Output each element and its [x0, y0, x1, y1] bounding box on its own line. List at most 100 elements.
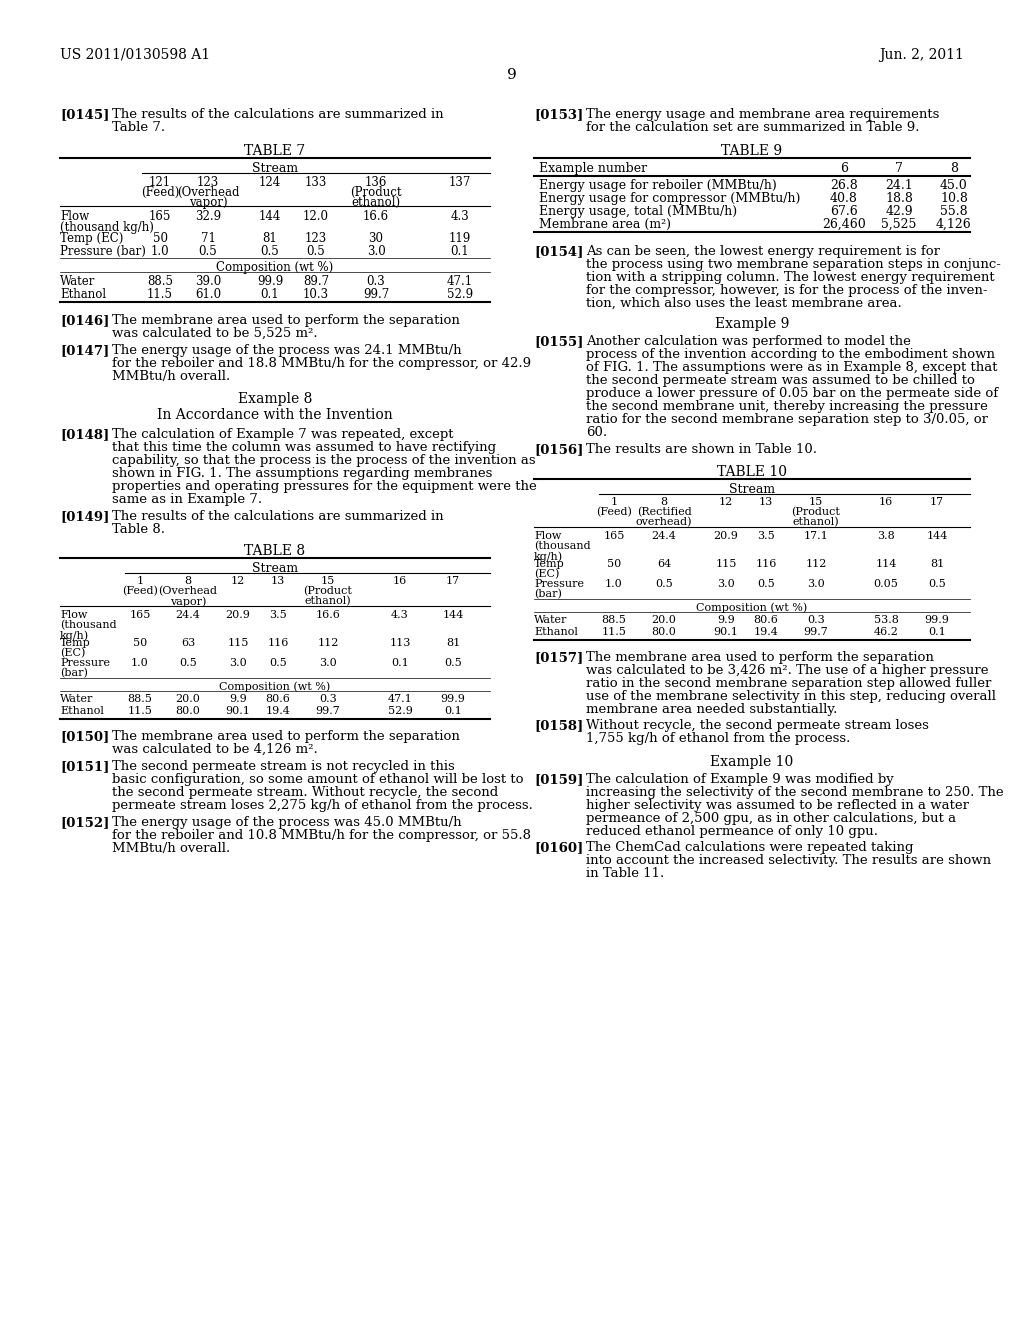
- Text: 12: 12: [230, 576, 245, 586]
- Text: 20.0: 20.0: [175, 694, 201, 704]
- Text: 30: 30: [369, 232, 384, 246]
- Text: process of the invention according to the embodiment shown: process of the invention according to th…: [586, 348, 995, 360]
- Text: [0148]: [0148]: [60, 428, 110, 441]
- Text: (bar): (bar): [60, 668, 88, 678]
- Text: 0.1: 0.1: [451, 246, 469, 257]
- Text: 0.3: 0.3: [367, 275, 385, 288]
- Text: Stream: Stream: [729, 483, 775, 496]
- Text: 165: 165: [603, 531, 625, 541]
- Text: vapor): vapor): [170, 597, 206, 607]
- Text: produce a lower pressure of 0.05 bar on the permeate side of: produce a lower pressure of 0.05 bar on …: [586, 387, 998, 400]
- Text: for the reboiler and 18.8 MMBtu/h for the compressor, or 42.9: for the reboiler and 18.8 MMBtu/h for th…: [112, 356, 531, 370]
- Text: 50: 50: [607, 558, 622, 569]
- Text: 0.5: 0.5: [444, 657, 462, 668]
- Text: 0.5: 0.5: [269, 657, 287, 668]
- Text: 123: 123: [197, 176, 219, 189]
- Text: 81: 81: [930, 558, 944, 569]
- Text: 46.2: 46.2: [873, 627, 898, 638]
- Text: (Overhead: (Overhead: [159, 586, 217, 597]
- Text: 50: 50: [133, 638, 147, 648]
- Text: 90.1: 90.1: [225, 706, 251, 715]
- Text: 0.1: 0.1: [928, 627, 946, 638]
- Text: the second permeate stream was assumed to be chilled to: the second permeate stream was assumed t…: [586, 374, 975, 387]
- Text: 17: 17: [930, 498, 944, 507]
- Text: 121: 121: [148, 176, 171, 189]
- Text: Energy usage for compressor (MMBtu/h): Energy usage for compressor (MMBtu/h): [539, 191, 801, 205]
- Text: Another calculation was performed to model the: Another calculation was performed to mod…: [586, 335, 911, 348]
- Text: 26,460: 26,460: [822, 218, 866, 231]
- Text: 52.9: 52.9: [446, 288, 473, 301]
- Text: (Overhead: (Overhead: [177, 186, 240, 199]
- Text: 67.6: 67.6: [830, 205, 858, 218]
- Text: Ethanol: Ethanol: [534, 627, 578, 638]
- Text: 115: 115: [227, 638, 249, 648]
- Text: Example 9: Example 9: [715, 317, 790, 331]
- Text: use of the membrane selectivity in this step, reducing overall: use of the membrane selectivity in this …: [586, 690, 996, 704]
- Text: Composition (wt %): Composition (wt %): [219, 681, 331, 692]
- Text: Water: Water: [534, 615, 567, 624]
- Text: vapor): vapor): [188, 195, 227, 209]
- Text: 12.0: 12.0: [303, 210, 329, 223]
- Text: 4.3: 4.3: [451, 210, 469, 223]
- Text: 0.5: 0.5: [199, 246, 217, 257]
- Text: Ethanol: Ethanol: [60, 288, 106, 301]
- Text: 3.0: 3.0: [807, 579, 825, 589]
- Text: Water: Water: [60, 694, 93, 704]
- Text: 0.5: 0.5: [261, 246, 280, 257]
- Text: 63: 63: [181, 638, 196, 648]
- Text: 39.0: 39.0: [195, 275, 221, 288]
- Text: Pressure (bar): Pressure (bar): [60, 246, 145, 257]
- Text: 45.0: 45.0: [940, 180, 968, 191]
- Text: 88.5: 88.5: [128, 694, 153, 704]
- Text: (thousand kg/h): (thousand kg/h): [60, 220, 154, 234]
- Text: the process using two membrane separation steps in conjunc-: the process using two membrane separatio…: [586, 257, 1000, 271]
- Text: [0160]: [0160]: [534, 841, 584, 854]
- Text: Flow: Flow: [60, 210, 89, 223]
- Text: 13: 13: [759, 498, 773, 507]
- Text: 3.5: 3.5: [269, 610, 287, 620]
- Text: 90.1: 90.1: [714, 627, 738, 638]
- Text: Stream: Stream: [252, 162, 298, 176]
- Text: (Product: (Product: [303, 586, 352, 597]
- Text: Stream: Stream: [252, 562, 298, 576]
- Text: (thousand: (thousand: [534, 541, 591, 552]
- Text: 6: 6: [840, 162, 848, 176]
- Text: 0.3: 0.3: [807, 615, 825, 624]
- Text: Temp: Temp: [534, 558, 565, 569]
- Text: (EC): (EC): [534, 569, 559, 579]
- Text: 144: 144: [259, 210, 282, 223]
- Text: permeance of 2,500 gpu, as in other calculations, but a: permeance of 2,500 gpu, as in other calc…: [586, 812, 956, 825]
- Text: 88.5: 88.5: [601, 615, 627, 624]
- Text: 88.5: 88.5: [147, 275, 173, 288]
- Text: In Accordance with the Invention: In Accordance with the Invention: [157, 408, 393, 422]
- Text: 5,525: 5,525: [882, 218, 916, 231]
- Text: 4.3: 4.3: [391, 610, 409, 620]
- Text: 11.5: 11.5: [601, 627, 627, 638]
- Text: [0157]: [0157]: [534, 651, 584, 664]
- Text: 40.8: 40.8: [830, 191, 858, 205]
- Text: MMBtu/h overall.: MMBtu/h overall.: [112, 370, 230, 383]
- Text: 99.7: 99.7: [362, 288, 389, 301]
- Text: 136: 136: [365, 176, 387, 189]
- Text: of FIG. 1. The assumptions were as in Example 8, except that: of FIG. 1. The assumptions were as in Ex…: [586, 360, 997, 374]
- Text: TABLE 7: TABLE 7: [245, 144, 305, 158]
- Text: 112: 112: [317, 638, 339, 648]
- Text: 114: 114: [876, 558, 897, 569]
- Text: 1.0: 1.0: [605, 579, 623, 589]
- Text: 115: 115: [716, 558, 736, 569]
- Text: 60.: 60.: [586, 426, 607, 440]
- Text: 19.4: 19.4: [265, 706, 291, 715]
- Text: The ChemCad calculations were repeated taking: The ChemCad calculations were repeated t…: [586, 841, 913, 854]
- Text: As can be seen, the lowest energy requirement is for: As can be seen, the lowest energy requir…: [586, 246, 940, 257]
- Text: Flow: Flow: [534, 531, 561, 541]
- Text: 144: 144: [927, 531, 947, 541]
- Text: TABLE 10: TABLE 10: [717, 465, 787, 479]
- Text: 80.0: 80.0: [651, 627, 677, 638]
- Text: 8: 8: [950, 162, 958, 176]
- Text: 123: 123: [305, 232, 327, 246]
- Text: 4,126: 4,126: [936, 218, 972, 231]
- Text: 99.9: 99.9: [257, 275, 283, 288]
- Text: 26.8: 26.8: [830, 180, 858, 191]
- Text: The results of the calculations are summarized in: The results of the calculations are summ…: [112, 108, 443, 121]
- Text: The energy usage of the process was 45.0 MMBtu/h: The energy usage of the process was 45.0…: [112, 816, 462, 829]
